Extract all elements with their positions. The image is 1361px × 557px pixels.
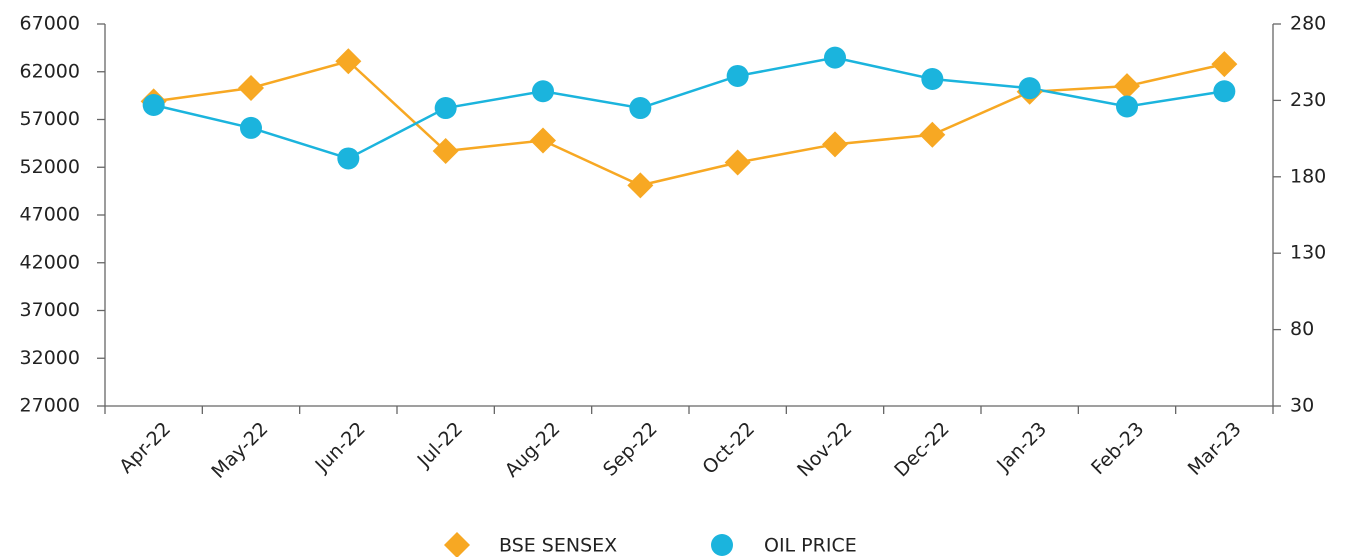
x-tick-label: Sep-22 (599, 418, 662, 481)
y-tick-label: 32000 (20, 347, 80, 369)
x-tick-label: Feb-23 (1087, 418, 1148, 479)
legend-marker (711, 534, 733, 556)
y2-tick-label: 280 (1290, 13, 1326, 35)
y2-tick-label: 30 (1290, 395, 1314, 417)
point (142, 93, 165, 116)
x-tick-label: Apr-22 (115, 418, 175, 478)
legend-label: OIL PRICE (764, 535, 857, 557)
point (627, 172, 654, 199)
point (532, 80, 554, 103)
point (629, 97, 652, 120)
series-line (153, 59, 1225, 187)
x-tick-label: Mar-23 (1184, 418, 1246, 480)
y-tick-label: 52000 (20, 156, 80, 178)
x-tick-label: Nov-22 (793, 418, 856, 481)
point (434, 97, 457, 120)
point (337, 147, 360, 170)
x-tick-label: Jan-23 (992, 418, 1051, 477)
point (824, 46, 846, 69)
point (432, 138, 459, 165)
y2-tick-label: 80 (1290, 318, 1314, 340)
point (1213, 80, 1236, 103)
point (726, 64, 749, 87)
legend-marker (444, 532, 470, 557)
point (919, 121, 946, 148)
y-tick-label: 42000 (20, 251, 80, 273)
y2-tick-label: 130 (1290, 242, 1326, 264)
y-tick-label: 27000 (20, 395, 80, 417)
y2-tick-label: 180 (1290, 165, 1326, 187)
y-tick-label: 47000 (20, 204, 80, 226)
y-tick-label: 57000 (20, 108, 80, 130)
x-tick-label: Jun-22 (311, 418, 370, 477)
legend-label: BSE SENSEX (499, 535, 617, 557)
point (1018, 77, 1041, 100)
x-tick-label: Oct-22 (698, 418, 759, 479)
x-tick-label: May-22 (207, 418, 272, 483)
x-tick-label: Aug-22 (501, 418, 565, 482)
point (921, 68, 944, 91)
point (822, 131, 848, 158)
x-tick-label: Dec-22 (890, 418, 954, 482)
y2-tick-label: 230 (1290, 89, 1326, 111)
point (530, 127, 556, 154)
y-tick-label: 62000 (20, 60, 80, 82)
point (240, 116, 262, 139)
point (1114, 73, 1140, 100)
y-tick-label: 37000 (20, 299, 80, 321)
point (335, 48, 362, 75)
x-tick-label: Jul-22 (413, 418, 467, 472)
point (238, 74, 264, 101)
point (1116, 95, 1138, 118)
y-tick-label: 67000 (20, 13, 80, 35)
series-line (153, 56, 1225, 160)
point (1211, 51, 1238, 78)
point (724, 149, 751, 176)
